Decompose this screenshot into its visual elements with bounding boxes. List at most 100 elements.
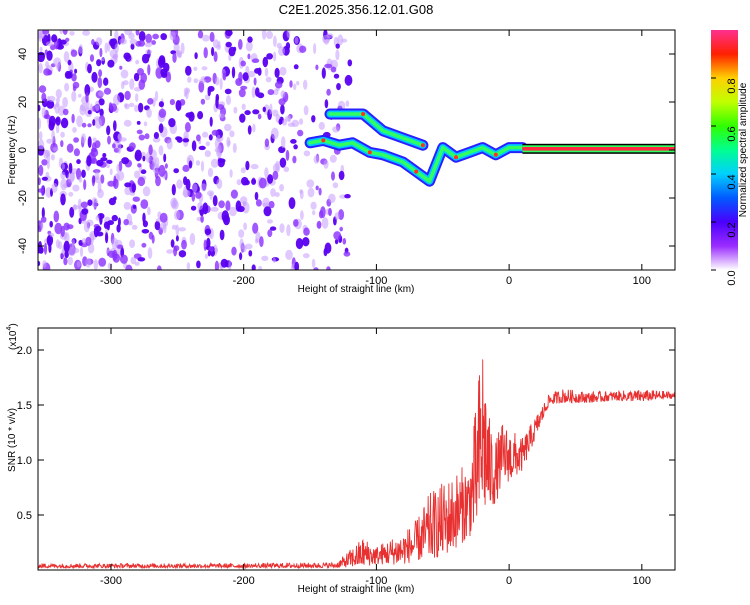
noise-blob: [53, 57, 62, 68]
noise-blob: [229, 169, 233, 178]
noise-blob: [196, 134, 201, 142]
noise-blob: [258, 177, 267, 189]
noise-blob: [173, 245, 180, 252]
noise-blob: [104, 42, 108, 54]
noise-blob: [254, 191, 259, 201]
noise-blob: [270, 188, 276, 197]
noise-blob: [67, 172, 75, 183]
noise-blob: [287, 115, 292, 123]
noise-blob: [331, 171, 335, 181]
noise-blob: [82, 30, 90, 36]
noise-blob: [326, 266, 331, 270]
noise-blob: [97, 77, 103, 89]
noise-blob: [67, 256, 74, 266]
x-tick-label: 0: [506, 275, 512, 287]
noise-blob: [117, 141, 122, 154]
noise-blob: [332, 126, 340, 133]
noise-blob: [48, 95, 56, 102]
noise-blob: [324, 242, 332, 254]
noise-blob: [210, 206, 219, 212]
noise-blob: [213, 51, 218, 63]
noise-blob: [71, 73, 77, 82]
noise-blob: [140, 72, 147, 84]
noise-blob: [85, 92, 89, 103]
noise-blob: [226, 136, 231, 148]
noise-blob: [267, 89, 275, 96]
noise-blob: [236, 179, 242, 186]
noise-blob: [137, 163, 142, 168]
noise-blob: [280, 90, 286, 98]
noise-blob: [233, 106, 238, 114]
noise-blob: [315, 64, 319, 71]
noise-blob: [145, 152, 151, 163]
noise-blob: [78, 93, 82, 98]
noise-blob: [46, 138, 53, 144]
noise-blob: [344, 194, 351, 199]
colorbar: 0.0 0.2 0.4 0.6 0.8 Normalized spectral ampl…: [711, 30, 749, 286]
noise-blob: [101, 57, 105, 62]
noise-blob: [76, 159, 81, 165]
noise-blob: [215, 93, 220, 102]
noise-blob: [129, 191, 136, 196]
noise-blob: [337, 34, 344, 46]
noise-blob: [138, 134, 145, 141]
noise-blob: [43, 114, 51, 120]
noise-blob: [160, 68, 168, 77]
noise-blob: [50, 154, 55, 161]
noise-blob: [180, 42, 185, 55]
noise-blob: [311, 258, 316, 268]
noise-blob: [268, 200, 275, 209]
noise-blob: [251, 264, 256, 270]
noise-blob: [51, 183, 58, 193]
noise-blob: [52, 147, 59, 152]
signal-track-peak: [493, 152, 498, 157]
noise-blob: [241, 176, 249, 186]
noise-blob: [83, 179, 87, 191]
signal-track-inner: [308, 138, 525, 183]
noise-blob: [262, 106, 266, 113]
snr-x-ticks: -300 -200 -100 0 100: [100, 328, 651, 587]
noise-blob: [70, 49, 78, 57]
noise-blob: [129, 38, 138, 45]
noise-blob: [224, 123, 232, 132]
noise-blob: [206, 237, 211, 249]
noise-blob: [63, 240, 70, 253]
noise-blob: [185, 112, 194, 118]
noise-blob: [288, 197, 296, 210]
noise-blob: [258, 265, 263, 270]
noise-blob: [293, 64, 299, 70]
noise-blob: [135, 30, 140, 36]
noise-blob: [74, 68, 78, 74]
noise-blob: [41, 176, 49, 181]
noise-blob: [134, 149, 142, 162]
noise-blob: [247, 125, 252, 135]
noise-blob: [159, 222, 166, 230]
noise-blob: [40, 222, 44, 230]
noise-blob: [279, 157, 287, 168]
noise-blob: [245, 41, 253, 52]
noise-blob: [267, 174, 274, 184]
noise-blob: [38, 30, 44, 39]
noise-blob: [241, 103, 246, 111]
noise-blob: [120, 69, 129, 79]
noise-blob: [311, 115, 316, 123]
noise-blob: [138, 31, 146, 42]
snr-multiplier-base: (x10: [8, 330, 19, 350]
noise-blob: [124, 182, 132, 188]
noise-blob: [145, 49, 152, 55]
noise-blob: [89, 54, 95, 62]
noise-blob: [172, 52, 177, 63]
noise-blob: [204, 150, 211, 158]
noise-blob: [286, 224, 291, 237]
x-tick-label: 100: [633, 275, 651, 287]
noise-blob: [38, 139, 45, 151]
noise-blob: [71, 90, 77, 102]
noise-blob: [286, 30, 291, 39]
noise-blob: [273, 51, 277, 62]
noise-blob: [72, 184, 80, 192]
noise-blob: [159, 212, 168, 223]
noise-blob: [135, 93, 139, 102]
noise-blob: [347, 59, 353, 67]
noise-blob: [40, 185, 45, 197]
noise-blob: [152, 33, 160, 40]
